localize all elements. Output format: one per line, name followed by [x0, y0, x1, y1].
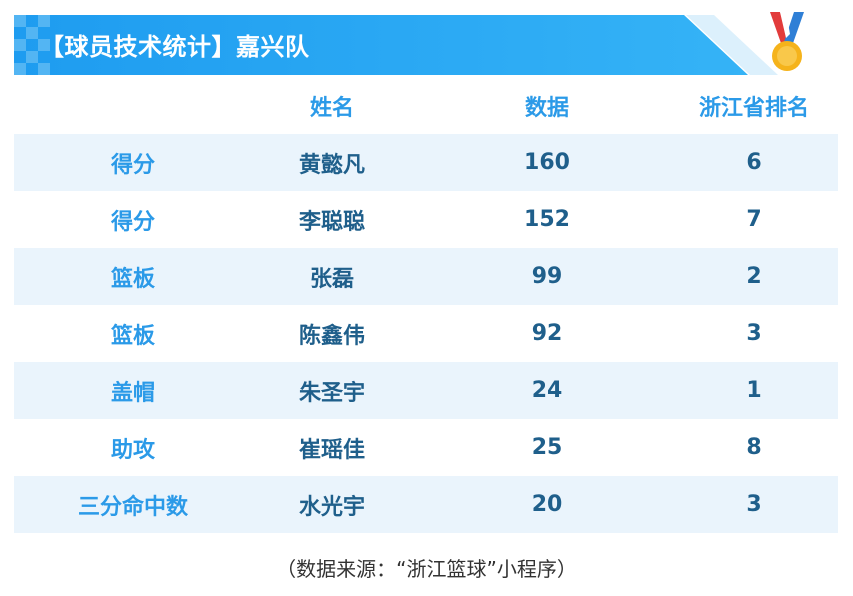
header-value: 数据 [524, 95, 569, 121]
table-row: 盖帽 朱圣宇 24 1 [14, 362, 838, 419]
row-category: 得分 [110, 209, 155, 235]
row-value: 152 [524, 207, 570, 232]
header-rank: 浙江省排名 [698, 95, 809, 121]
row-player-name: 黄懿凡 [298, 152, 365, 178]
table-row: 三分命中数 水光宇 20 3 [14, 476, 838, 533]
row-category: 盖帽 [110, 380, 155, 406]
data-source-note: （数据来源：“浙江篮球”小程序） [276, 557, 577, 581]
row-rank: 1 [746, 378, 762, 403]
row-value: 24 [531, 378, 563, 403]
row-value: 160 [524, 150, 570, 175]
row-player-name: 陈鑫伟 [298, 323, 365, 349]
table-header-row: 姓名 数据 浙江省排名 [14, 77, 838, 134]
title-banner: 【球员技术统计】嘉兴队 [14, 15, 840, 75]
stats-table: 姓名 数据 浙江省排名 得分 黄懿凡 160 6 得分 李聪聪 152 7 篮板… [14, 77, 838, 533]
row-category: 三分命中数 [77, 494, 188, 520]
row-rank: 7 [746, 207, 762, 232]
row-value: 25 [531, 435, 563, 460]
row-rank: 3 [746, 321, 762, 346]
banner-background [14, 15, 778, 75]
row-value: 99 [531, 264, 563, 289]
row-player-name: 朱圣宇 [298, 380, 365, 406]
medal-icon [770, 12, 804, 71]
header-name: 姓名 [309, 95, 354, 121]
row-rank: 2 [746, 264, 762, 289]
table-row: 得分 李聪聪 152 7 [14, 191, 838, 248]
row-player-name: 崔瑶佳 [298, 437, 365, 463]
row-category: 得分 [110, 152, 155, 178]
table-row: 篮板 张磊 99 2 [14, 248, 838, 305]
banner-title: 【球员技术统计】嘉兴队 [40, 33, 310, 61]
row-category: 篮板 [110, 323, 155, 349]
row-value: 92 [531, 321, 563, 346]
row-player-name: 李聪聪 [298, 209, 365, 235]
row-player-name: 水光宇 [298, 494, 365, 520]
table-row: 助攻 崔瑶佳 25 8 [14, 419, 838, 476]
row-rank: 3 [746, 492, 762, 517]
row-category: 篮板 [110, 266, 155, 292]
row-value: 20 [531, 492, 563, 517]
table-row: 篮板 陈鑫伟 92 3 [14, 305, 838, 362]
row-category: 助攻 [110, 437, 155, 463]
checker-pattern-decoration [14, 15, 50, 75]
row-player-name: 张磊 [309, 266, 354, 292]
table-row: 得分 黄懿凡 160 6 [14, 134, 838, 191]
row-rank: 6 [746, 150, 762, 175]
row-rank: 8 [746, 435, 762, 460]
